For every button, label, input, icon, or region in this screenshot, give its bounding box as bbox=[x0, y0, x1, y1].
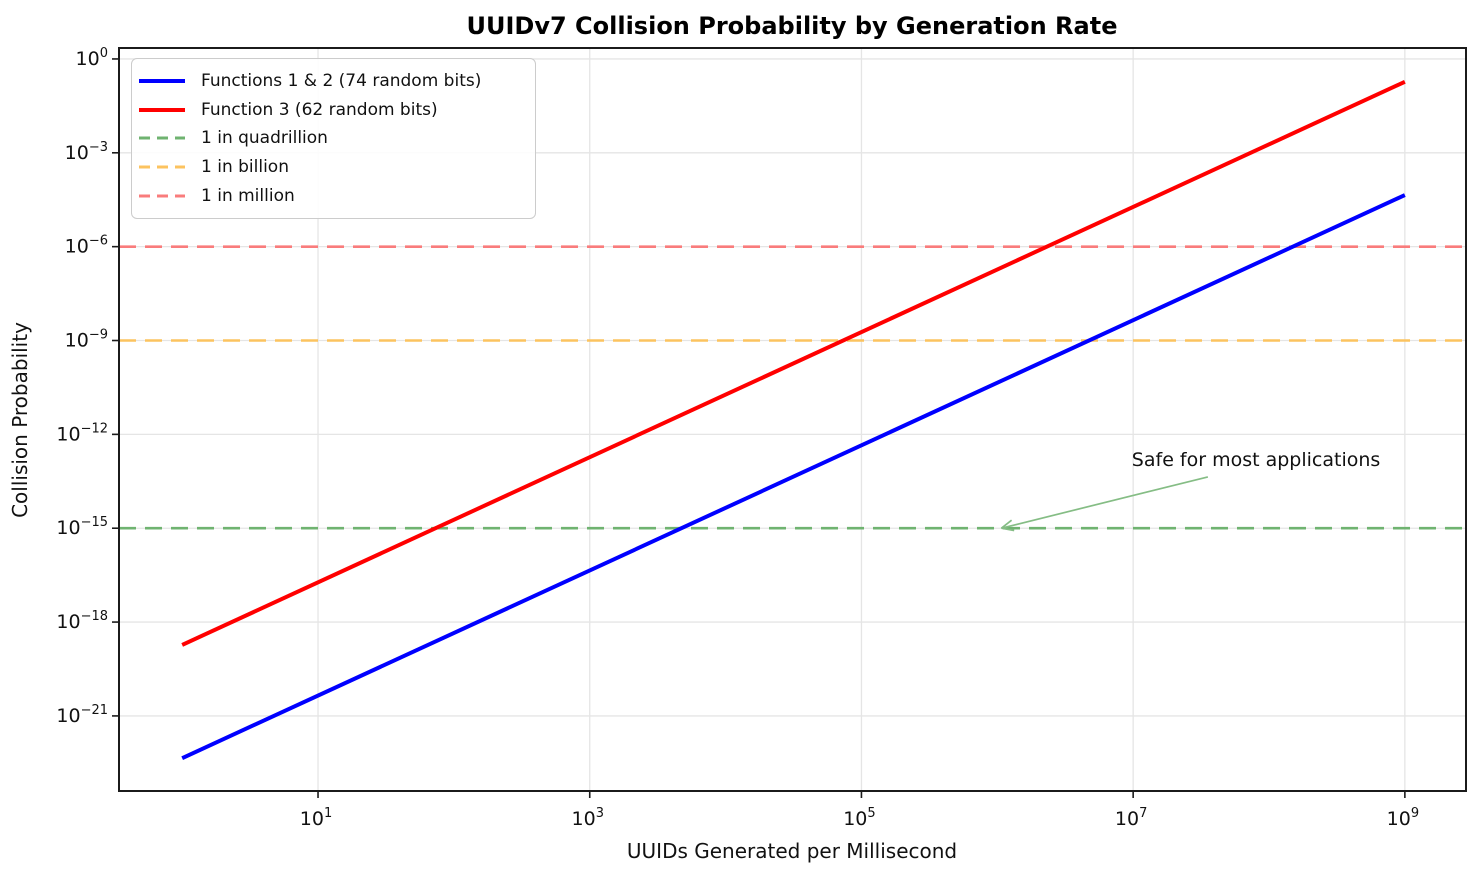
plot-border bbox=[118, 47, 1467, 792]
series-lines-layer bbox=[181, 79, 1406, 760]
tick-label: 10−6 bbox=[65, 234, 108, 258]
annotation-text: Safe for most applications bbox=[1132, 449, 1381, 471]
tick-marks-layer bbox=[112, 58, 1406, 798]
legend-sample-line bbox=[139, 194, 185, 198]
legend-item: 1 in billion bbox=[139, 153, 521, 182]
legend-item-label: Functions 1 & 2 (74 random bits) bbox=[201, 71, 482, 92]
legend-item-label: 1 in quadrillion bbox=[201, 128, 328, 149]
annotation-arrowhead bbox=[1001, 527, 1015, 532]
tick-label: 10−9 bbox=[65, 328, 108, 352]
legend-item: 1 in million bbox=[139, 181, 521, 210]
series-line bbox=[181, 79, 1406, 647]
tick-label: 100 bbox=[76, 46, 108, 70]
tick-label: 10−18 bbox=[56, 609, 108, 633]
annotation-arrow-layer bbox=[1000, 476, 1209, 532]
legend-item: Function 3 (62 random bits) bbox=[139, 96, 521, 125]
legend-item: Functions 1 & 2 (74 random bits) bbox=[139, 67, 521, 96]
threshold-lines-layer bbox=[119, 245, 1466, 530]
legend-sample-line bbox=[139, 79, 185, 84]
annotation-arrow-shaft bbox=[1001, 476, 1209, 530]
legend-item: 1 in quadrillion bbox=[139, 124, 521, 153]
tick-label: 103 bbox=[572, 806, 604, 830]
x-axis-label: UUIDs Generated per Millisecond bbox=[627, 839, 957, 863]
y-axis-label: Collision Probability bbox=[8, 322, 32, 518]
legend-item-label: Function 3 (62 random bits) bbox=[201, 99, 438, 120]
series-line bbox=[181, 193, 1406, 760]
tick-label: 10−21 bbox=[56, 703, 108, 727]
tick-label: 107 bbox=[1115, 806, 1147, 830]
tick-label: 105 bbox=[843, 806, 875, 830]
legend-item-label: 1 in million bbox=[201, 185, 295, 206]
legend-sample-line bbox=[139, 136, 185, 140]
annotation-arrowhead bbox=[1000, 519, 1013, 529]
tick-label: 101 bbox=[300, 806, 332, 830]
chart-title: UUIDv7 Collision Probability by Generati… bbox=[467, 12, 1118, 40]
legend-sample-line bbox=[139, 107, 185, 112]
tick-label: 10−3 bbox=[65, 140, 108, 164]
legend-sample-line bbox=[139, 165, 185, 169]
tick-label: 10−12 bbox=[56, 421, 108, 445]
tick-labels-layer: 101 103 105 107 109 100 10−3 10−6 10−9 10−12 10−15… bbox=[56, 46, 1419, 830]
tick-label: 109 bbox=[1387, 806, 1419, 830]
legend-item-label: 1 in billion bbox=[201, 157, 289, 178]
legend: Functions 1 & 2 (74 random bits) Function… bbox=[131, 58, 536, 219]
tick-label: 10−15 bbox=[56, 515, 108, 539]
